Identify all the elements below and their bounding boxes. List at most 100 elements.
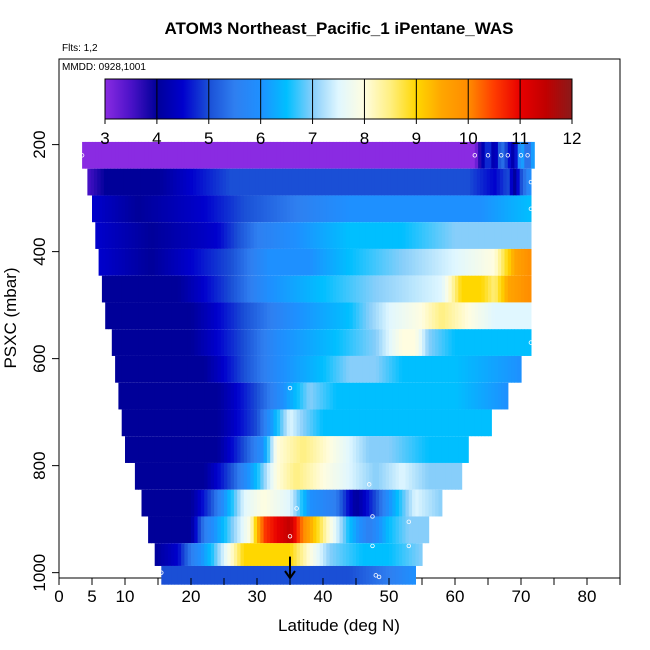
heatmap-cell xyxy=(332,329,337,356)
heatmap-cell xyxy=(405,516,410,544)
heatmap-cell xyxy=(260,489,265,517)
heatmap-cell xyxy=(336,275,341,303)
heatmap-cell xyxy=(336,302,341,330)
heatmap-cell xyxy=(385,302,390,330)
heatmap-cell xyxy=(422,222,426,249)
heatmap-cell xyxy=(451,382,456,410)
heatmap-cell xyxy=(448,462,453,490)
heatmap-cell xyxy=(379,275,383,303)
heatmap-cell xyxy=(296,222,301,249)
heatmap-cell xyxy=(161,141,166,169)
heatmap-cell xyxy=(255,168,260,196)
heatmap-cell xyxy=(379,516,383,544)
heatmap-cell xyxy=(455,409,459,437)
heatmap-cell xyxy=(352,141,357,169)
heatmap-cell xyxy=(455,248,459,276)
heatmap-cell xyxy=(418,409,423,437)
heatmap-cell xyxy=(306,248,311,276)
heatmap-cell xyxy=(402,543,407,566)
heatmap-cell xyxy=(372,222,377,249)
heatmap-cell xyxy=(415,355,420,383)
heatmap-cell xyxy=(273,436,278,463)
heatmap-cell xyxy=(111,222,116,249)
heatmap-cell xyxy=(266,141,271,169)
heatmap-cell xyxy=(481,355,486,383)
heatmap-cell xyxy=(342,248,347,276)
heatmap-cell xyxy=(204,195,209,223)
heatmap-cell xyxy=(177,462,182,490)
heatmap-cell xyxy=(445,222,449,249)
heatmap-cell xyxy=(326,489,331,517)
heatmap-cell xyxy=(111,141,116,169)
heatmap-cell xyxy=(362,382,367,410)
heatmap-cell xyxy=(359,275,364,303)
heatmap-cell xyxy=(276,195,281,223)
heatmap-cell xyxy=(214,141,218,169)
heatmap-cell xyxy=(362,543,367,566)
heatmap-cell xyxy=(352,248,357,276)
heatmap-cell xyxy=(290,382,294,410)
heatmap-cell xyxy=(194,436,199,463)
heatmap-cell xyxy=(237,489,242,517)
heatmap-cell xyxy=(504,382,509,410)
heatmap-cell xyxy=(184,222,189,249)
heatmap-cell xyxy=(329,516,334,544)
heatmap-cell xyxy=(455,462,459,490)
heatmap-cell xyxy=(316,222,321,249)
heatmap-cell xyxy=(197,516,202,544)
heatmap-cell xyxy=(478,222,482,249)
heatmap-cell xyxy=(191,195,195,223)
heatmap-cell xyxy=(283,516,288,544)
heatmap-cell xyxy=(326,302,331,330)
heatmap-cell xyxy=(257,329,261,356)
heatmap-cell xyxy=(296,355,301,383)
heatmap-cell xyxy=(148,462,152,490)
heatmap-cell xyxy=(121,409,126,437)
heatmap-cell xyxy=(197,302,202,330)
heatmap-cell xyxy=(250,302,255,330)
heatmap-cell xyxy=(435,248,440,276)
heatmap-cell xyxy=(286,436,291,463)
heatmap-cell xyxy=(461,141,466,169)
heatmap-cell xyxy=(464,382,469,410)
heatmap-cell xyxy=(468,248,473,276)
heatmap-cell xyxy=(151,516,156,544)
colorbar-tick-label: 3 xyxy=(100,129,109,148)
heatmap-cell xyxy=(405,141,410,169)
heatmap-cell xyxy=(224,462,228,490)
heatmap-cell xyxy=(484,141,489,169)
heatmap-cell xyxy=(164,462,169,490)
heatmap-cell xyxy=(164,436,169,463)
heatmap-cell xyxy=(481,275,486,303)
heatmap-cell xyxy=(187,436,192,463)
heatmap-cell xyxy=(481,382,486,410)
heatmap-cell xyxy=(438,222,443,249)
heatmap-cell xyxy=(365,195,370,223)
heatmap-cell xyxy=(491,302,496,330)
heatmap-cell xyxy=(385,141,390,169)
heatmap-cell xyxy=(164,489,169,517)
heatmap-cell xyxy=(197,436,202,463)
heatmap-cell xyxy=(202,168,207,196)
heatmap-cell xyxy=(521,275,525,303)
heatmap-cell xyxy=(382,275,387,303)
heatmap-cell xyxy=(253,462,258,490)
heatmap-cell xyxy=(263,382,268,410)
heatmap-cell xyxy=(270,382,275,410)
heatmap-cell xyxy=(138,248,143,276)
heatmap-cell xyxy=(309,516,314,544)
heatmap-cell xyxy=(158,195,162,223)
heatmap-cell xyxy=(128,329,133,356)
heatmap-cell xyxy=(303,329,308,356)
heatmap-cell xyxy=(494,222,499,249)
heatmap-cell xyxy=(306,409,311,437)
heatmap-cell xyxy=(233,302,238,330)
heatmap-cell xyxy=(296,195,301,223)
heatmap-cell xyxy=(235,168,240,196)
heatmap-cell xyxy=(125,141,129,169)
sample-point xyxy=(79,153,85,158)
heatmap-cell xyxy=(402,382,407,410)
heatmap-cell xyxy=(321,168,326,196)
heatmap-cell xyxy=(243,409,248,437)
